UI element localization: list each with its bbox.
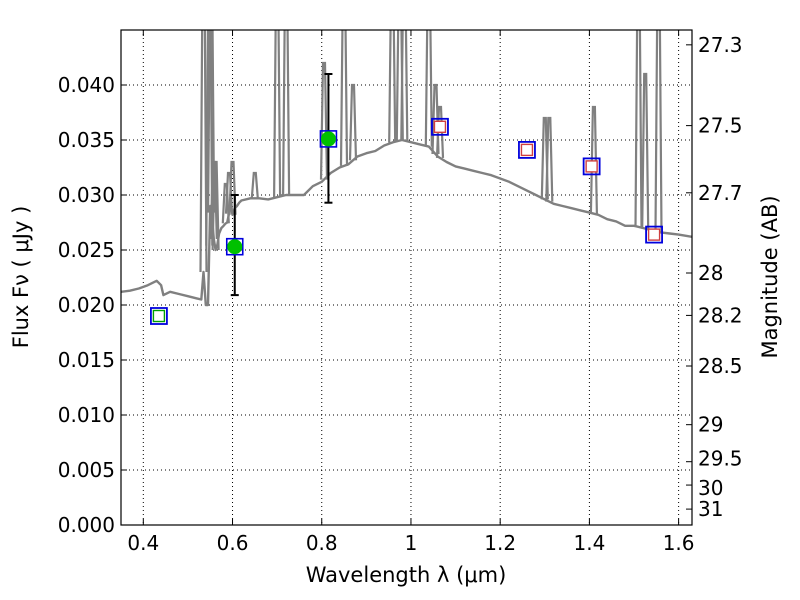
emission-line (211, 160, 220, 251)
y-tick-label: 0.005 (58, 458, 115, 482)
emission-line (634, 30, 643, 227)
mag-tick-label: 27.7 (698, 181, 743, 205)
emission-line (282, 30, 291, 196)
emission-line (339, 30, 349, 166)
mag-tick-label: 28.2 (698, 303, 743, 327)
mag-tick-label: 27.5 (698, 114, 743, 138)
emission-line (273, 30, 282, 198)
emission-line (400, 30, 409, 141)
plot-area (121, 30, 692, 325)
y-tick-label: 0.000 (58, 513, 115, 537)
data-point-square (431, 117, 449, 136)
x-tick-label: 1.2 (484, 531, 516, 555)
data-point-filled (227, 239, 243, 255)
y-tick-label: 0.020 (58, 293, 115, 317)
axes: 0.4 0.6 0.8 1 1.2 1.4 1.6 0.000 0.005 0.010 0.015 0… (58, 30, 743, 555)
y-tick-label: 0.040 (58, 73, 115, 97)
data-point-square (582, 157, 601, 176)
y-tick-label: 0.015 (58, 348, 115, 372)
clipped-plot (121, 30, 692, 307)
data-point-square (518, 140, 536, 159)
emission-line (205, 30, 214, 246)
mag-tick-label: 28.5 (698, 354, 743, 378)
x-axis-label: Wavelength λ (μm) (306, 563, 507, 587)
emission-line (424, 30, 433, 147)
emission-line (641, 72, 650, 229)
data-point-square (645, 225, 663, 244)
x-tick-label: 1.6 (663, 531, 695, 555)
x-tick-label: 0.8 (306, 531, 338, 555)
x-tick-label: 1 (405, 531, 418, 555)
emission-line (228, 160, 237, 215)
data-point-inner (520, 143, 534, 157)
mag-tick-label: 30 (698, 476, 723, 500)
plot-frame (120, 29, 693, 526)
data-point-inner (647, 228, 661, 241)
point-square-outline (225, 237, 244, 256)
emission-line (199, 30, 208, 273)
x-tick-label: 1.4 (573, 531, 605, 555)
data-point-inner (152, 309, 166, 323)
emission-line (348, 83, 358, 161)
data-point-filled (320, 131, 336, 147)
emission-line (207, 30, 216, 213)
mag-tick-label: 28 (698, 261, 723, 285)
emission-line (388, 30, 397, 143)
y-axis-label: Flux Fν ( μJy ) (9, 206, 33, 349)
mag-tick-label: 31 (698, 497, 723, 521)
emission-line (319, 61, 329, 180)
data-point-inner (585, 160, 598, 173)
y-axis-right-label: Magnitude (AB) (758, 195, 782, 358)
y-tick-label: 0.010 (58, 403, 115, 427)
x-tick-label: 0.6 (217, 531, 249, 555)
point-square-outline (319, 130, 338, 148)
mag-tick-label: 29 (698, 413, 723, 437)
data-point-square (150, 307, 168, 325)
y-tick-label: 0.035 (58, 128, 115, 152)
mag-tick-label: 27.3 (698, 33, 743, 57)
mag-tick-label: 29.5 (698, 447, 743, 471)
emission-line (250, 171, 259, 199)
emission-line (654, 30, 663, 232)
grid-lines (121, 30, 692, 526)
y-tick-label: 0.030 (58, 183, 115, 207)
emission-line (221, 182, 230, 224)
y-tick-label: 0.025 (58, 238, 115, 262)
emission-line (545, 116, 554, 202)
x-tick-label: 0.4 (127, 531, 159, 555)
data-point-inner (433, 120, 447, 134)
